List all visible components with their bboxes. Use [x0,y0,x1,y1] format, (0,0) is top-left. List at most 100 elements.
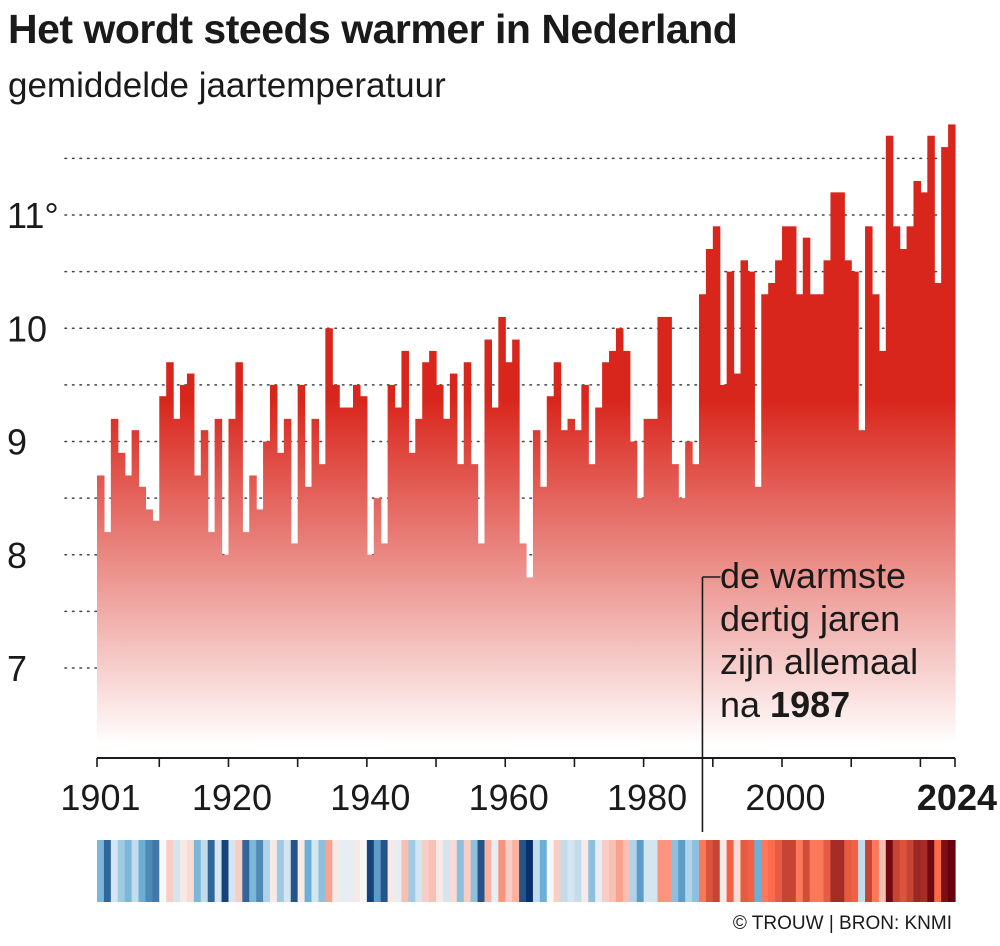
stripe-1913 [180,840,188,902]
stripe-1923 [249,840,257,902]
stripe-1935 [332,840,340,902]
stripe-1919 [221,840,230,902]
stripe-1931 [304,840,313,902]
bar-1916 [200,430,209,745]
stripe-1908 [145,840,153,902]
stripe-2018 [906,840,915,902]
stripe-1991 [719,840,728,902]
stripe-1988 [698,840,707,902]
bar-2007 [830,192,838,746]
bar-1955 [470,464,479,745]
stripe-2006 [823,840,832,902]
stripe-1926 [269,840,278,902]
bar-2024 [948,124,956,745]
stripe-1946 [408,840,416,902]
stripe-2016 [892,840,901,902]
bar-1950 [436,384,444,746]
stripe-2022 [934,840,942,902]
bar-1965 [539,486,548,745]
stripe-1925 [263,840,271,902]
stripe-1969 [567,840,576,902]
bar-1917 [207,532,216,745]
stripe-1910 [159,840,167,902]
bar-2023 [941,147,949,746]
bar-1909 [152,520,160,745]
warming-stripes [97,840,956,902]
bar-1926 [269,384,278,746]
y-tick-label: 8 [7,535,27,576]
y-tick-label: 7 [7,648,27,689]
bar-1985 [678,498,686,746]
stripe-2000 [782,840,790,902]
bar-1979 [636,498,645,746]
stripe-1995 [747,840,755,902]
bar-2002 [795,294,804,745]
bar-1945 [401,350,409,745]
bar-1977 [622,350,631,745]
bar-1969 [567,418,576,745]
stripe-1928 [283,840,292,902]
annotation-line: na 1987 [720,684,850,725]
bar-1987 [692,464,700,745]
bar-1931 [304,486,313,745]
stripe-1978 [629,840,638,902]
stripe-1911 [166,840,174,902]
stripe-1992 [726,840,735,902]
stripe-1909 [152,840,160,902]
bar-1932 [311,418,320,745]
x-tick-label: 2024 [917,777,997,818]
bar-2004 [809,294,818,745]
bar-1946 [408,452,416,745]
bar-1994 [740,260,749,745]
bar-1973 [595,407,603,745]
stripe-2023 [941,840,949,902]
bar-1947 [415,418,423,745]
bar-1921 [235,362,243,745]
stripe-1967 [553,840,562,902]
bar-1936 [339,407,347,745]
bar-1935 [332,384,340,746]
bar-1918 [214,418,223,745]
bar-1952 [449,373,458,745]
bar-1938 [353,384,361,746]
stripe-1957 [484,840,492,902]
bar-1988 [698,294,707,745]
bar-1993 [733,373,742,745]
bar-1982 [657,316,665,745]
stripe-2012 [865,840,873,902]
x-tick-label: 1940 [330,777,410,818]
bar-1924 [256,509,264,745]
x-tick-label: 1960 [469,777,549,818]
bar-1929 [290,543,299,745]
stripe-2019 [913,840,921,902]
bars [97,124,956,746]
bar-1925 [263,441,271,745]
bar-2021 [927,135,935,746]
stripe-2004 [809,840,818,902]
bar-2005 [816,294,825,745]
stripe-1984 [671,840,679,902]
bar-1920 [228,418,236,745]
bar-1991 [719,384,728,746]
bar-1999 [775,260,783,745]
bar-2010 [851,271,859,746]
stripe-2001 [788,840,797,902]
bar-1962 [519,543,527,745]
stripe-1955 [470,840,479,902]
x-axis [96,757,956,767]
x-tick-label: 1920 [192,777,272,818]
bar-2013 [871,294,880,745]
bar-1957 [484,339,492,745]
bar-1901 [97,475,105,745]
bar-2022 [934,282,942,745]
stripe-1962 [519,840,527,902]
y-tick-label: 9 [7,422,27,463]
stripe-2008 [837,840,845,902]
bar-1941 [373,498,382,746]
stripe-1990 [712,840,721,902]
bar-1984 [671,464,679,745]
stripe-1950 [436,840,444,902]
bar-1954 [463,362,472,745]
stripe-1953 [456,840,465,902]
stripe-1918 [214,840,223,902]
